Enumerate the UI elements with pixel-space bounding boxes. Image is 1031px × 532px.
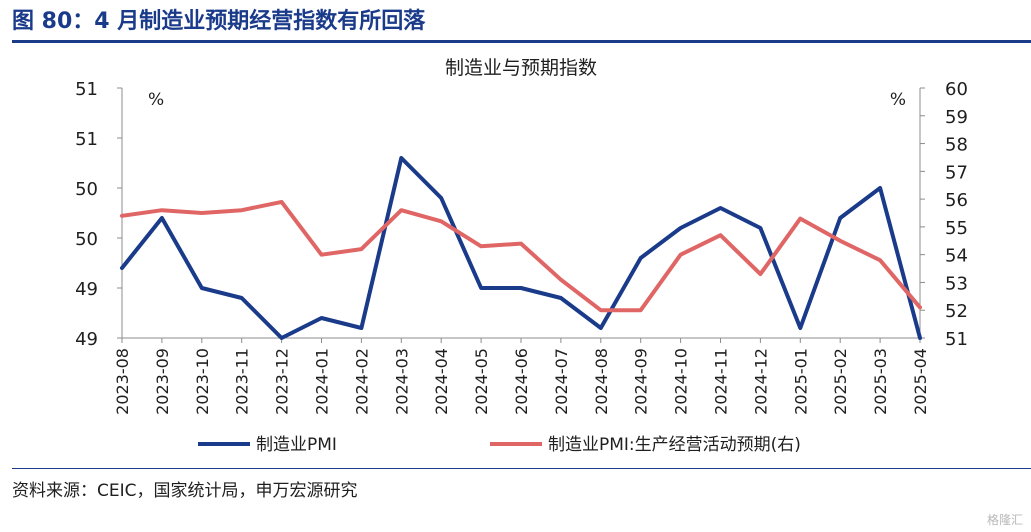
left-axis-tick-label: 49 xyxy=(75,329,98,350)
chart-container: 制造业与预期指数 49 49 50 50 51 51 51 52 53 54 55 56 57 58 59 60… xyxy=(0,44,1031,464)
right-axis-tick-label: 52 xyxy=(945,301,968,322)
x-axis-tick-label: 2023-09 xyxy=(153,348,172,415)
x-axis-tick-label: 2024-01 xyxy=(313,348,332,415)
x-axis-tick-label: 2024-07 xyxy=(552,348,571,415)
right-axis-tick-label: 59 xyxy=(945,107,968,128)
x-axis-tick-label: 2024-03 xyxy=(392,348,411,415)
right-axis-tick-label: 53 xyxy=(945,273,968,294)
x-axis-tick-label: 2023-10 xyxy=(193,348,212,415)
x-axis-tick-label: 2024-06 xyxy=(512,348,531,415)
line-chart: 制造业与预期指数 49 49 50 50 51 51 51 52 53 54 55 56 57 58 59 60… xyxy=(75,57,968,455)
header-divider xyxy=(12,40,1031,43)
right-axis-tick-label: 56 xyxy=(945,190,968,211)
x-axis-tick-label: 2024-09 xyxy=(632,348,651,415)
right-axis-tick-label: 60 xyxy=(945,79,968,100)
x-axis-tick-label: 2023-11 xyxy=(233,348,252,415)
legend-label: 制造业PMI xyxy=(256,435,337,455)
x-axis-tick-label: 2024-10 xyxy=(672,348,691,415)
left-axis-tick-label: 50 xyxy=(75,229,98,250)
watermark: 格隆汇 xyxy=(986,513,1023,527)
series-line-pmi xyxy=(120,156,922,340)
right-axis-unit: % xyxy=(890,90,906,110)
x-axis-tick-label: 2024-11 xyxy=(712,348,731,415)
series-line-expectation xyxy=(120,199,922,313)
source-note: 资料来源：CEIC，国家统计局，申万宏源研究 xyxy=(12,481,358,501)
x-axis-tick-label: 2024-02 xyxy=(352,348,371,415)
legend-label: 制造业PMI:生产经营活动预期(右) xyxy=(548,435,801,455)
x-axis-tick-label: 2024-08 xyxy=(592,348,611,415)
x-axis-tick-label: 2025-02 xyxy=(831,348,850,415)
x-axis-tick-label: 2023-12 xyxy=(273,348,292,415)
x-axis-tick-label: 2025-03 xyxy=(871,348,890,415)
right-axis-tick-label: 55 xyxy=(945,218,968,239)
x-axis-tick-label: 2025-01 xyxy=(791,348,810,415)
x-axis-tick-label: 2024-05 xyxy=(472,348,491,415)
figure-title: 图 80：4 月制造业预期经营指数有所回落 xyxy=(12,9,426,34)
x-axis-tick-label: 2023-08 xyxy=(113,348,132,415)
footer-divider xyxy=(12,468,1031,469)
right-axis-tick-label: 51 xyxy=(945,329,968,350)
x-axis-tick-label: 2024-04 xyxy=(432,348,451,415)
x-axis-tick-label: 2025-04 xyxy=(911,348,930,415)
right-axis-tick-label: 58 xyxy=(945,135,968,156)
x-axis-tick-label: 2024-12 xyxy=(751,348,770,415)
left-axis-unit: % xyxy=(148,90,164,110)
left-axis-tick-label: 51 xyxy=(75,79,98,100)
chart-title: 制造业与预期指数 xyxy=(445,57,597,79)
left-axis-tick-label: 50 xyxy=(75,179,98,200)
left-axis-tick-label: 51 xyxy=(75,129,98,150)
left-axis-tick-label: 49 xyxy=(75,279,98,300)
right-axis-tick-label: 57 xyxy=(945,162,968,183)
right-axis-tick-label: 54 xyxy=(945,246,968,267)
